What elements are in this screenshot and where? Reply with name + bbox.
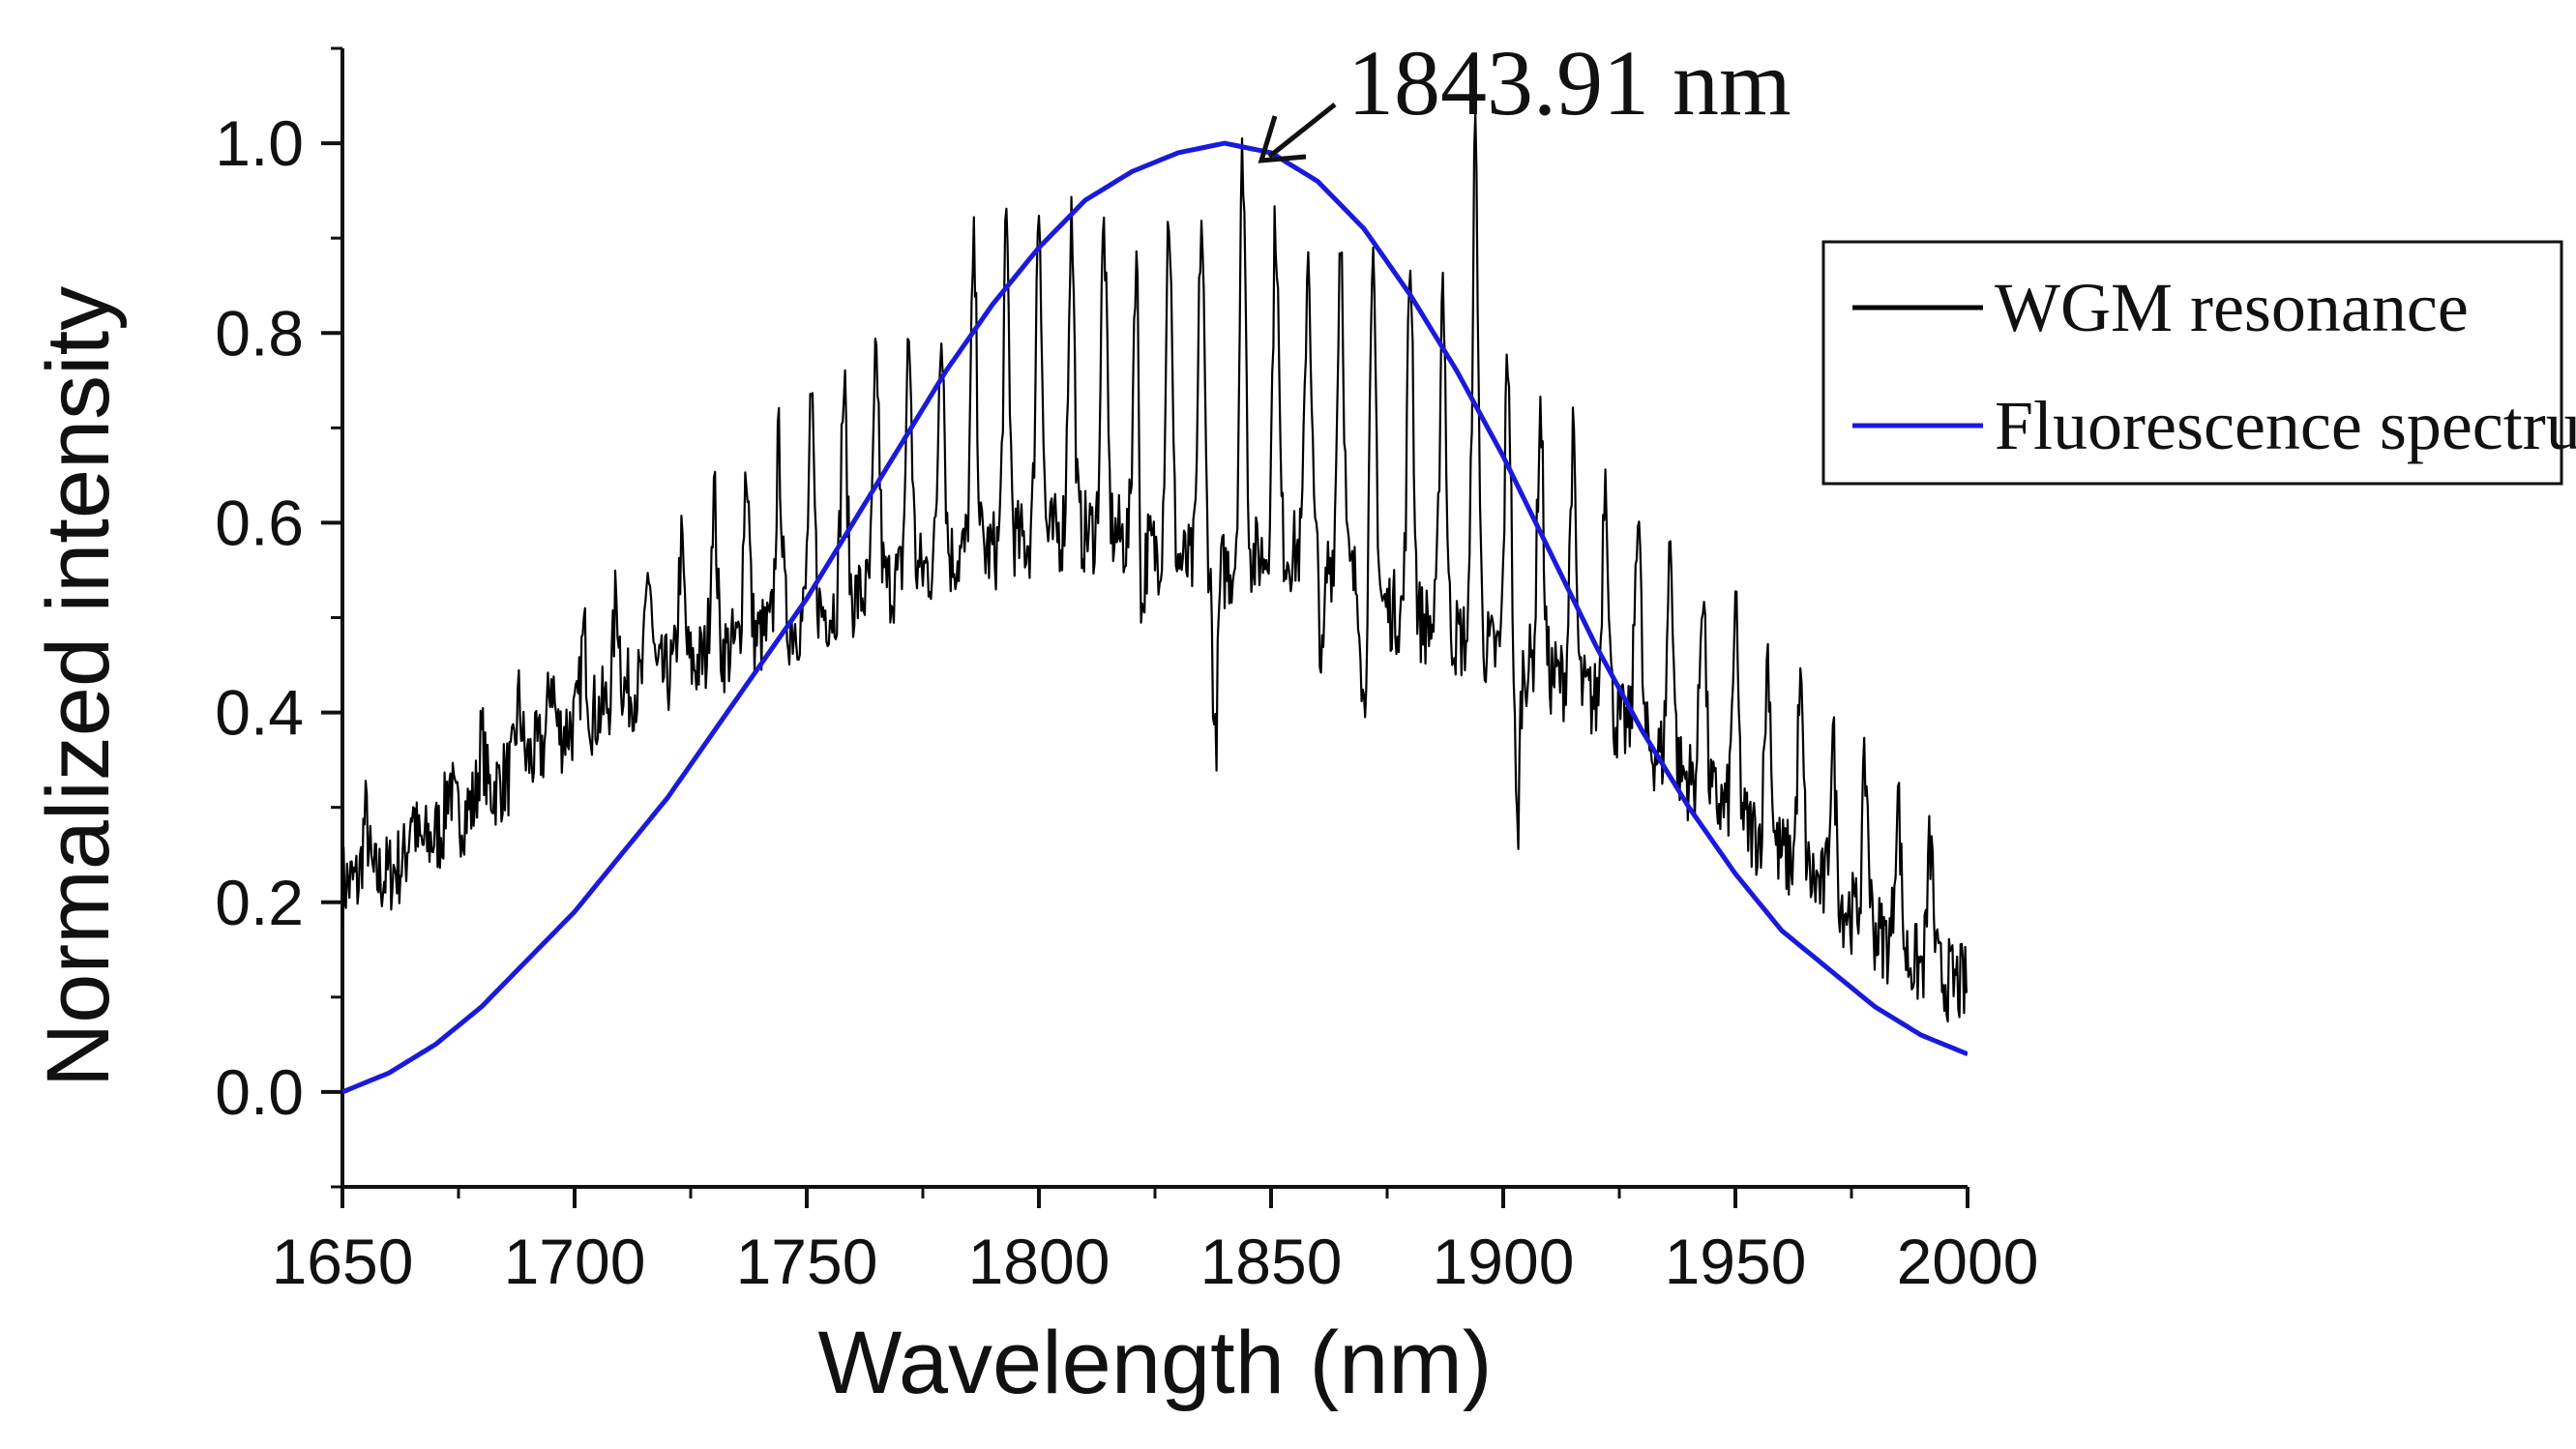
x-tick-label-1850: 1850 — [1200, 1226, 1343, 1297]
y-tick-label-0.6: 0.6 — [215, 487, 304, 558]
legend-label-wgm: WGM resonance — [1995, 269, 2469, 346]
x-tick-label-1650: 1650 — [272, 1226, 414, 1297]
x-tick-label-1800: 1800 — [968, 1226, 1110, 1297]
y-tick-label-0.4: 0.4 — [215, 677, 304, 749]
x-tick-label-1900: 1900 — [1433, 1226, 1575, 1297]
x-tick-label-1950: 1950 — [1665, 1226, 1807, 1297]
y-tick-label-1: 1.0 — [215, 107, 304, 179]
y-tick-label-0: 0.0 — [215, 1056, 304, 1128]
series-line-wgm-resonance — [342, 112, 1968, 1023]
series-layer — [342, 112, 1968, 1095]
legend: WGM resonance Fluorescence spectrum — [1821, 240, 2576, 486]
x-tick-label-2000: 2000 — [1897, 1226, 2039, 1297]
y-tick-label-0.8: 0.8 — [215, 297, 304, 369]
series-line-fluorescence-spectrum — [342, 140, 1968, 1095]
x-tick-label-1750: 1750 — [736, 1226, 878, 1297]
legend-label-fluorescence: Fluorescence spectrum — [1995, 387, 2576, 464]
annotation-arrow-shaft — [1267, 103, 1337, 159]
annotation-arrow-head — [1258, 115, 1307, 163]
ticks-layer — [321, 46, 1969, 1208]
x-tick-label-1700: 1700 — [504, 1226, 646, 1297]
y-axis-title: Normalized intensity — [29, 286, 128, 1087]
legend-box — [1821, 240, 2563, 486]
x-axis-title: Wavelength (nm) — [817, 1314, 1492, 1412]
y-tick-label-0.2: 0.2 — [215, 867, 304, 938]
annotation-label: 1843.91 nm — [1347, 31, 1791, 134]
peak-annotation: 1843.91 nm — [1258, 31, 1791, 163]
tick-labels-layer: 1650 1700 1750 1800 1850 1900 1950 2000 0.0 0.2 0.… — [215, 107, 2038, 1297]
